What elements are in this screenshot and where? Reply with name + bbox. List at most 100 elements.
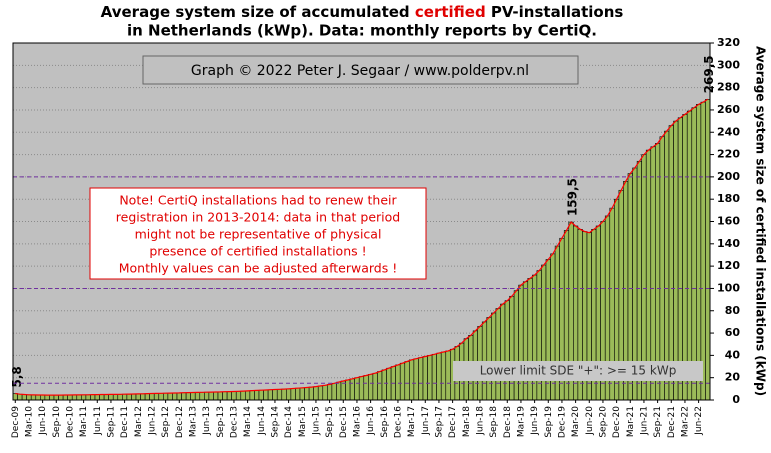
bar (122, 393, 128, 401)
plot-border (12, 42, 711, 401)
bar (131, 393, 137, 401)
bar (258, 389, 264, 401)
bar (431, 353, 437, 401)
bar (399, 362, 406, 401)
x-tick-label: Jun-12 (147, 406, 157, 436)
x-tick-label: Sep-21 (653, 406, 663, 438)
bar (194, 392, 201, 401)
x-tick-label: Sep-20 (598, 406, 608, 438)
bar (522, 281, 529, 401)
x-tick-label: Jun-10 (38, 406, 48, 436)
bar (504, 300, 510, 401)
x-tick-label: Jun-15 (311, 406, 321, 436)
y-axis-label: Average system size of certified install… (754, 46, 768, 396)
bar (354, 377, 360, 401)
bar (208, 391, 214, 401)
note-line: presence of certified installations ! (149, 244, 366, 259)
bar (327, 384, 333, 401)
bar (240, 390, 246, 401)
y-tick-label: 260 (717, 103, 740, 116)
bar (445, 350, 451, 401)
y-tick-label: 40 (725, 348, 741, 361)
bar (413, 358, 419, 401)
bar (481, 321, 488, 401)
bar (62, 394, 68, 401)
bar (149, 393, 155, 401)
bar (245, 390, 251, 401)
x-tick-label: Jun-19 (530, 406, 540, 436)
x-tick-label: Dec-09 (11, 406, 21, 438)
x-tick-label: Mar-15 (298, 406, 308, 437)
y-tick-label: 120 (717, 259, 740, 272)
x-tick-label: Dec-17 (448, 406, 458, 438)
bar (686, 110, 693, 401)
marks: 0 20 40 60 80 100 120 140 160 180 200 220 240 260 280 3… (10, 36, 741, 438)
data-label: 5,8 (10, 366, 24, 387)
bar (677, 117, 683, 401)
y-tick-label: 300 (717, 58, 740, 71)
bar (518, 284, 524, 401)
note: Note! CertiQ installations had to renew … (116, 193, 400, 276)
x-tick-label: Jun-17 (421, 406, 431, 436)
bar (331, 382, 337, 401)
y-tick-label: 200 (717, 170, 740, 183)
bar (696, 104, 702, 401)
x-tick-label: Dec-18 (503, 406, 513, 438)
x-tick-label: Dec-21 (667, 406, 677, 438)
bar (163, 392, 169, 401)
x-tick-label: Dec-19 (557, 406, 567, 438)
bar (427, 355, 433, 401)
x-tick-label: Sep-18 (489, 406, 499, 438)
bar (26, 394, 32, 401)
bar (21, 394, 27, 401)
bar (281, 388, 287, 401)
bar (404, 361, 410, 401)
bar (90, 394, 96, 401)
data-label: 269,5 (702, 55, 716, 93)
x-tick-label: Dec-14 (284, 406, 294, 438)
bar (181, 392, 187, 401)
x-tick-label: Dec-10 (65, 406, 75, 438)
y-tick-label: 0 (732, 393, 740, 406)
bar (263, 389, 269, 401)
bar (358, 376, 365, 401)
bar (272, 389, 278, 401)
x-tick-label: Mar-17 (407, 406, 417, 437)
bar (254, 390, 260, 401)
bar (409, 359, 415, 401)
bar (340, 380, 346, 401)
x-tick-label: Mar-10 (24, 406, 34, 437)
y-tick-label: 240 (717, 125, 740, 138)
x-tick-label: Dec-13 (229, 406, 239, 438)
bar (217, 391, 223, 401)
bar (491, 312, 497, 401)
bar (705, 99, 711, 401)
bar (495, 308, 501, 401)
x-tick-label: Sep-13 (216, 406, 226, 438)
x-tick-label: Jun-22 (694, 406, 704, 436)
bar (99, 394, 105, 401)
note-line: might not be representative of physical (135, 227, 382, 242)
chart-title: Average system size of accumulated certi… (101, 3, 624, 21)
bar (308, 386, 314, 401)
bar (372, 372, 378, 401)
bar (199, 392, 205, 401)
bar (317, 385, 324, 401)
title-part: PV-installations (486, 3, 624, 21)
bar (81, 394, 87, 401)
y-tick-label: 220 (717, 148, 740, 161)
bar (190, 392, 196, 401)
x-tick-label: Mar-19 (516, 406, 526, 437)
bar (12, 393, 18, 401)
bar (527, 278, 533, 401)
bar (249, 390, 255, 401)
bar (664, 130, 670, 401)
bar (44, 394, 50, 401)
bar (30, 394, 37, 401)
copyright: Graph © 2022 Peter J. Segaar / www.polde… (191, 63, 529, 79)
y-tick-label: 280 (717, 81, 740, 94)
note-line: Monthly values can be adjusted afterward… (119, 261, 398, 276)
bar (176, 392, 182, 401)
lower-limit-box (453, 361, 703, 381)
